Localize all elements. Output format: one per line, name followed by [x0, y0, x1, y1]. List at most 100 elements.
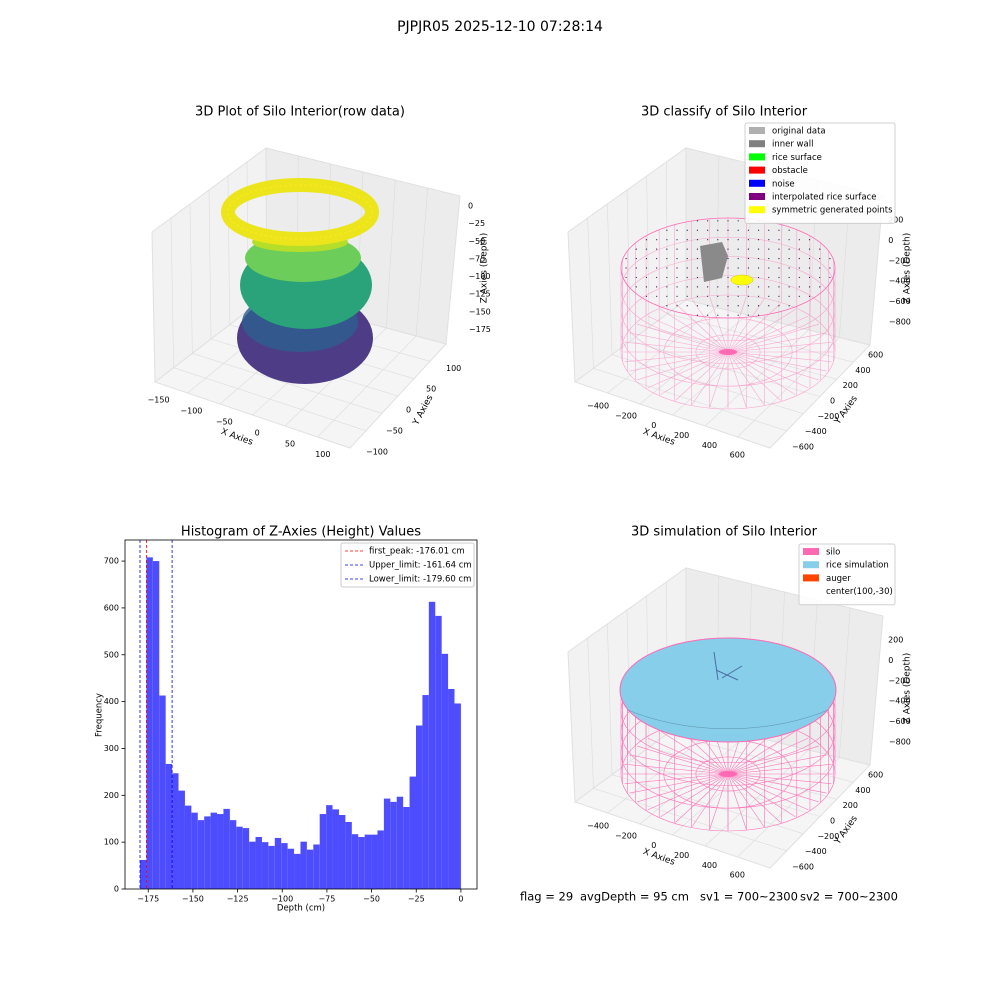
rice-point	[676, 276, 678, 279]
histogram-bar	[172, 773, 179, 889]
rice-point	[788, 286, 790, 288]
rice-point	[666, 276, 668, 279]
rice-point	[829, 257, 831, 260]
y-tick-label: 200	[104, 791, 119, 800]
axis-label: Z Axies (Depth)	[903, 233, 913, 304]
rice-point	[727, 276, 729, 279]
rice-point	[788, 295, 790, 297]
rice-point	[727, 286, 729, 288]
symmetric-points	[730, 274, 754, 286]
silo-wireframe	[727, 315, 809, 353]
legend-label: first_peak: -176.01 cm	[369, 547, 465, 557]
rice-point	[737, 314, 739, 316]
footer-text: avgDepth = 95 cm	[580, 890, 689, 904]
silo-wireframe	[727, 323, 819, 353]
rice-point	[798, 276, 800, 279]
rice-point	[656, 248, 658, 250]
tick-label: −800	[889, 317, 911, 326]
histogram-bar	[300, 841, 307, 889]
rice-point	[808, 248, 811, 250]
rice-point	[707, 239, 709, 241]
silo-wireframe	[727, 764, 832, 775]
rice-point	[747, 286, 749, 288]
rice-point	[656, 267, 658, 269]
rice-point	[737, 257, 739, 260]
rice-point	[656, 239, 658, 241]
silo-wireframe	[727, 737, 809, 775]
rice-point	[696, 295, 699, 297]
histogram-bar	[448, 688, 455, 889]
silo-wireframe	[691, 299, 729, 353]
rice-point	[737, 220, 739, 222]
silo-wireframe	[727, 299, 765, 353]
auger	[713, 651, 743, 681]
axis-label: Y Axies	[832, 394, 860, 427]
silo-wireframe	[727, 745, 819, 775]
silo-wireframe	[675, 351, 729, 401]
legend-swatch	[749, 179, 765, 187]
grid-line	[839, 607, 851, 758]
rice-point	[666, 267, 668, 269]
tick-label: 0	[468, 202, 473, 211]
rice-point	[625, 276, 627, 279]
footer-text: sv1 = 700~2300	[700, 890, 798, 904]
rice-point	[666, 229, 668, 231]
silo-wireframe	[660, 351, 729, 396]
silo-wireframe	[695, 334, 761, 370]
tick-label: −100	[366, 447, 388, 456]
rice-point	[747, 305, 749, 307]
silo-wireframe	[691, 351, 729, 405]
histogram-bar	[415, 725, 423, 889]
silo-wireframe	[660, 730, 729, 775]
tick-label: −50	[216, 417, 233, 426]
rice-point	[717, 305, 719, 307]
legend-label: rice simulation	[826, 561, 889, 571]
silo-wireframe	[727, 351, 747, 408]
rice-point	[676, 248, 678, 250]
rice-point	[696, 276, 699, 279]
rice-point	[768, 239, 770, 241]
silo-wireframe	[647, 773, 729, 811]
rice-point	[645, 267, 648, 269]
rice-point	[676, 305, 678, 307]
legend-swatch	[803, 561, 819, 569]
tick-label: 600	[868, 351, 883, 360]
histogram-bar	[428, 601, 436, 889]
grid-line	[646, 175, 650, 328]
rice-point	[656, 286, 658, 288]
grid-line	[587, 637, 594, 789]
grid-line	[170, 217, 174, 368]
x-tick-label: −25	[408, 895, 425, 904]
histogram-bar	[403, 807, 410, 889]
silo-wireframe	[629, 351, 729, 372]
silo-wireframe	[709, 351, 729, 408]
legend-label: center(100,-30)	[826, 587, 893, 597]
histogram-bar	[383, 798, 391, 889]
rice-point	[747, 248, 749, 250]
rice-point	[808, 286, 811, 288]
chart-title: Histogram of Z-Axies (Height) Values	[181, 525, 421, 540]
silo-wireframe	[691, 773, 729, 827]
histogram-bar	[319, 814, 327, 889]
legend-label: obstacle	[772, 166, 808, 176]
rice-point	[778, 276, 780, 279]
silo-wireframe	[727, 332, 827, 353]
tick-label: 0	[830, 397, 835, 406]
tick-label: 100	[315, 450, 330, 459]
silo-wireframe	[727, 351, 819, 381]
legend-label: silo	[826, 548, 840, 558]
silo-wireframe	[620, 256, 836, 364]
silo-wireframe	[624, 342, 729, 353]
histogram-bar	[358, 837, 365, 889]
y-tick-label: 0	[114, 885, 119, 894]
x-tick-label: 0	[458, 895, 463, 904]
rice-point	[727, 257, 729, 260]
silo-wireframe	[624, 764, 729, 775]
silo-wireframe	[727, 773, 747, 830]
chart-title: 3D classify of Silo Interior	[641, 105, 808, 120]
grid-line	[607, 203, 613, 355]
rice-point	[645, 248, 648, 250]
rice-point	[778, 248, 780, 250]
silo-wireframe	[727, 351, 809, 389]
legend-box	[340, 542, 475, 588]
